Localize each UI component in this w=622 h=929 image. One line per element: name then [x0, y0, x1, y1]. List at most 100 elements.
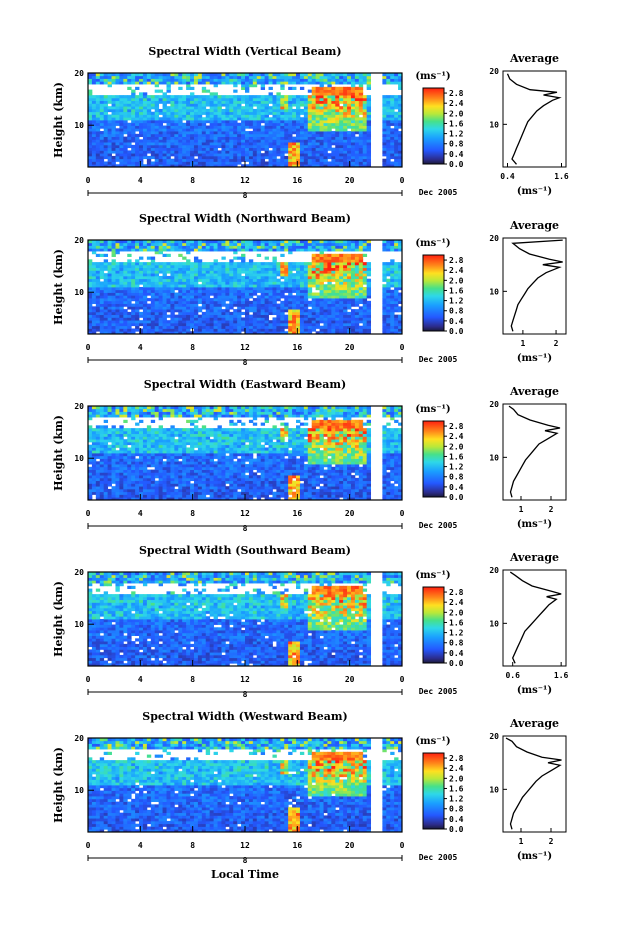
heatmap-cell — [296, 309, 301, 313]
heatmap-cell — [150, 309, 156, 313]
heatmap-cell — [323, 136, 328, 140]
heatmap-cell — [331, 248, 336, 252]
heatmap-cell — [95, 483, 101, 487]
heatmap-cell — [88, 147, 93, 151]
heatmap-cell — [131, 242, 136, 246]
heatmap-cell — [272, 100, 277, 104]
heatmap-cell — [354, 325, 360, 329]
heatmap-cell — [394, 287, 399, 291]
heatmap-cell — [366, 245, 372, 249]
heatmap-cell — [107, 287, 112, 291]
heatmap-cell — [241, 317, 246, 321]
heatmap-cell — [288, 311, 293, 316]
heatmap-cell — [276, 262, 281, 266]
heatmap-cell — [288, 125, 293, 129]
heatmap-cell — [284, 158, 289, 162]
heatmap-cell — [307, 95, 313, 99]
heatmap-cell — [327, 120, 332, 124]
heatmap-cell — [260, 164, 266, 168]
heatmap-cell — [190, 303, 195, 307]
heatmap-cell — [358, 245, 364, 249]
heatmap-cell — [123, 131, 128, 135]
heatmap-cell — [158, 292, 163, 296]
heatmap-cell — [343, 306, 348, 310]
heatmap-cell — [154, 267, 160, 271]
heatmap-cell — [366, 325, 372, 329]
heatmap-cell — [386, 100, 391, 104]
heatmap-cell — [197, 264, 203, 269]
heatmap-cell — [170, 281, 175, 285]
heatmap-cell — [366, 155, 372, 160]
heatmap-cell — [217, 133, 222, 137]
heatmap-cell — [331, 298, 336, 302]
heatmap-cell — [186, 78, 191, 82]
heatmap-cell — [154, 73, 160, 77]
heatmap-cell — [150, 73, 156, 77]
heatmap-cell — [280, 122, 285, 126]
heatmap-cell — [146, 122, 152, 126]
heatmap-cell — [135, 155, 140, 160]
heatmap-cell — [178, 314, 183, 318]
heatmap-cell — [323, 311, 328, 316]
heatmap-cell — [358, 97, 364, 102]
heatmap-cell — [131, 133, 136, 137]
heatmap-cell — [146, 114, 152, 118]
heatmap-cell — [201, 158, 207, 162]
heatmap-cell — [335, 155, 340, 160]
heatmap-cell — [131, 78, 136, 82]
heatmap-cell — [99, 248, 105, 252]
heatmap-cell — [107, 447, 112, 451]
heatmap-cell — [225, 295, 230, 299]
heatmap-cell — [135, 133, 140, 137]
heatmap-cell — [99, 95, 105, 99]
heatmap-cell — [103, 78, 109, 82]
heatmap-cell — [142, 273, 148, 277]
heatmap-cell — [123, 273, 128, 277]
heatmap-cell — [182, 73, 187, 77]
heatmap-cell — [209, 108, 215, 113]
heatmap-cell — [119, 75, 124, 79]
heatmap-cell — [221, 311, 226, 316]
heatmap-cell — [268, 331, 273, 335]
heatmap-cell — [331, 240, 336, 244]
heatmap-cell — [213, 281, 218, 285]
heatmap-cell — [339, 311, 344, 316]
heatmap-cell — [386, 295, 391, 299]
heatmap-cell — [115, 488, 120, 493]
heatmap-cell — [319, 298, 324, 302]
heatmap-cell — [95, 469, 101, 473]
heatmap-cell — [190, 136, 195, 140]
heatmap-cell — [343, 150, 348, 154]
heatmap-cell — [327, 144, 332, 149]
heatmap-cell — [327, 75, 332, 79]
heatmap-cell — [382, 144, 387, 149]
heatmap-cell — [276, 142, 281, 146]
heatmap-cell — [127, 114, 132, 118]
heatmap-cell — [99, 289, 105, 293]
heatmap-cell — [233, 287, 238, 291]
heatmap-cell — [91, 486, 97, 490]
heatmap-cell — [272, 245, 277, 249]
heatmap-cell — [327, 147, 332, 151]
heatmap-cell — [99, 331, 105, 335]
heatmap-cell — [127, 303, 132, 307]
heatmap-cell — [154, 317, 160, 321]
heatmap-cell — [131, 292, 136, 296]
heatmap-cell — [354, 153, 360, 157]
heatmap-cell — [237, 264, 242, 269]
heatmap-cell — [217, 264, 222, 269]
heatmap-cell — [135, 267, 140, 271]
heatmap-cell — [319, 153, 324, 157]
heatmap-cell — [366, 158, 372, 162]
heatmap-cell — [343, 73, 348, 77]
heatmap-cell — [201, 306, 207, 310]
heatmap-cell — [139, 117, 144, 121]
heatmap-cell — [139, 314, 144, 318]
heatmap-cell — [350, 147, 356, 151]
heatmap-cell — [150, 164, 156, 168]
heatmap-cell — [146, 150, 152, 154]
heatmap-cell — [111, 122, 116, 126]
heatmap-cell — [111, 477, 116, 482]
heatmap-cell — [241, 281, 246, 285]
heatmap-cell — [327, 84, 332, 88]
